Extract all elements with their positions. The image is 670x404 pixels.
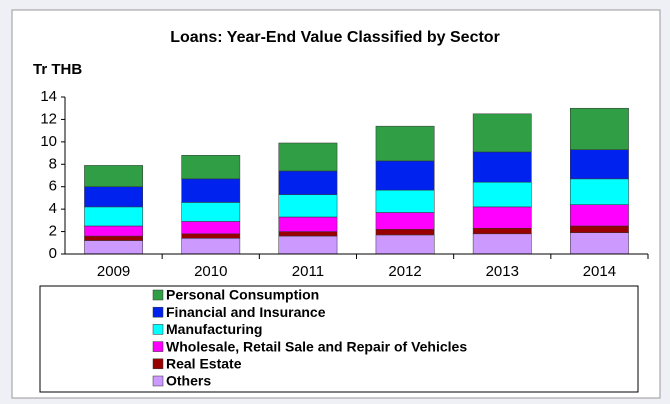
bar-segment [181, 202, 241, 222]
bar-segment [472, 113, 532, 153]
bar-segment [84, 225, 143, 237]
bar-segment [472, 151, 532, 183]
bar-segment [570, 149, 629, 180]
bar-segment [84, 165, 143, 187]
bar-segment [278, 142, 338, 172]
bar-segment [84, 206, 143, 227]
bar-segment [570, 178, 629, 205]
legend-label: Wholesale, Retail Sale and Repair of Veh… [166, 338, 467, 354]
legend-box [39, 285, 639, 393]
bar-segment [84, 240, 143, 255]
bar-segment [375, 234, 435, 255]
chart-title: Loans: Year-End Value Classified by Sect… [170, 29, 500, 46]
y-tick-label: 4 [49, 200, 57, 217]
bar-segment [472, 181, 532, 208]
bar-segment [570, 204, 629, 227]
y-axis-label: Tr THB [33, 61, 82, 78]
bar-segment [570, 232, 629, 255]
legend-label: Others [166, 373, 211, 389]
bar-segment [375, 189, 435, 213]
bar-segment [278, 231, 338, 237]
y-tick-label: 12 [40, 110, 57, 127]
bar-segment [472, 206, 532, 229]
bar-segment [278, 170, 338, 195]
y-tick-label: 0 [49, 245, 57, 262]
x-tick-label: 2010 [194, 263, 227, 280]
legend-swatch [152, 324, 164, 335]
bar-segment [181, 155, 241, 180]
legend-swatch [152, 375, 164, 387]
y-tick-label: 8 [49, 155, 57, 172]
bar-segment [375, 212, 435, 230]
y-tick-label: 14 [40, 88, 57, 105]
bar-segment [570, 107, 629, 150]
bar-segment [84, 235, 143, 241]
x-tick-label: 2009 [97, 263, 130, 280]
y-tick-label: 2 [49, 223, 57, 240]
x-tick-label: 2014 [583, 263, 616, 280]
legend-label: Personal Consumption [166, 287, 319, 303]
bar-segment [181, 178, 241, 203]
bar-segment [278, 235, 338, 255]
bar-segment [181, 221, 241, 235]
bar-segment [375, 229, 435, 236]
bar-segment [375, 160, 435, 191]
y-tick-label: 10 [40, 133, 57, 150]
bar-segment [472, 227, 532, 235]
bar-segment [570, 225, 629, 233]
legend-label: Real Estate [166, 356, 242, 372]
legend-swatch [152, 289, 164, 301]
bar-segment [278, 216, 338, 232]
legend-swatch [152, 341, 164, 352]
bar-segment [375, 125, 435, 162]
legend-label: Manufacturing [166, 321, 262, 337]
x-tick-label: 2012 [388, 263, 421, 280]
bar-segment [181, 238, 241, 255]
bar-segment [278, 194, 338, 218]
legend-swatch [152, 306, 164, 318]
legend-swatch [152, 358, 164, 370]
x-tick-label: 2013 [486, 263, 519, 280]
legend-label: Financial and Insurance [166, 304, 326, 320]
bar-segment [181, 233, 241, 239]
y-tick-label: 6 [49, 178, 57, 195]
x-tick-label: 2011 [292, 263, 324, 280]
bar-segment [472, 233, 532, 255]
bar-segment [84, 186, 143, 208]
